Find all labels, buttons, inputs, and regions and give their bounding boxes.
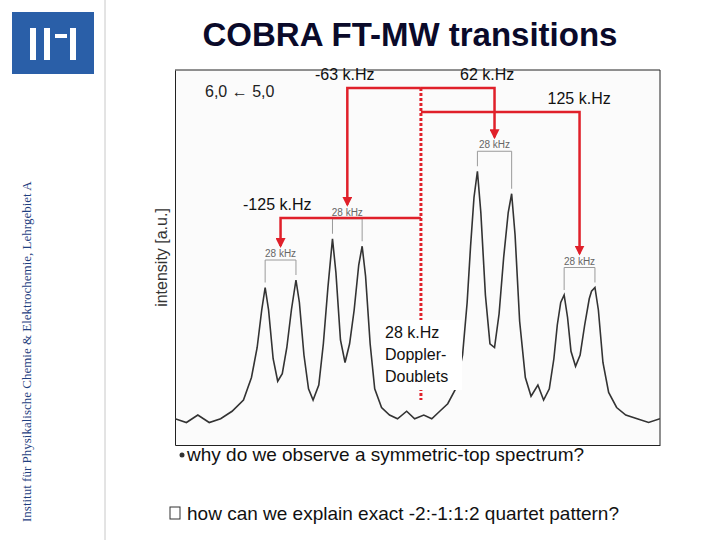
annotation-label: -63 k.Hz — [315, 66, 375, 83]
y-axis — [175, 71, 176, 446]
title: COBRA FT-MW transitions — [203, 16, 618, 53]
annotation-label: 62 k.Hz — [460, 66, 514, 83]
background — [0, 0, 720, 540]
bullet-box — [170, 507, 180, 519]
sidebar-text: Institut für Physikalische Chemie & Elek… — [19, 181, 34, 522]
doublet-label: 28 kHz — [564, 256, 595, 267]
y-axis-title: intensity [a.u.] — [153, 208, 170, 307]
annotations: -63 k.Hz 62 k.Hz 125 k.Hz -125 k.Hz 28 k.Hz D… — [243, 66, 611, 400]
plot-background — [175, 70, 660, 445]
logo — [12, 12, 94, 74]
annotation-label: 125 k.Hz — [548, 90, 611, 107]
doppler-label: Doublets — [385, 368, 448, 385]
doublet-label: 28 kHz — [265, 248, 296, 259]
y-axis-line — [175, 71, 176, 446]
arrow-plus125 — [421, 112, 580, 254]
logo-box — [12, 12, 94, 74]
doublet-bracket — [332, 219, 362, 242]
doppler-box — [380, 320, 462, 390]
question: why do we observe a symmetric-top spectr… — [186, 444, 584, 465]
question: how can we explain exact -2:-1:1:2 quart… — [187, 503, 619, 524]
logo-glyph — [55, 34, 67, 38]
frame-top — [175, 70, 660, 71]
transition-label: 6,0 ← 5,0 — [205, 83, 274, 100]
logo-glyph — [70, 28, 76, 60]
bullet-dot — [180, 453, 185, 458]
doublet-brackets: 28 kHz 28 kHz 28 kHz 28 kHz — [265, 139, 595, 290]
doublet-label: 28 kHz — [332, 207, 363, 218]
doppler-label: Doppler- — [385, 346, 446, 363]
frame-right — [660, 70, 661, 445]
annotation-label: -125 k.Hz — [243, 196, 311, 213]
doublet-bracket — [477, 151, 511, 189]
doublet-bracket — [265, 260, 296, 283]
arrow-minus125 — [281, 218, 421, 246]
logo-glyph — [44, 28, 50, 60]
spectrum-line — [175, 171, 660, 422]
arrow-minus63 — [347, 88, 421, 205]
sidebar-rule — [105, 0, 106, 540]
slide: Institut für Physikalische Chemie & Elek… — [0, 0, 720, 540]
doublet-label: 28 kHz — [479, 139, 510, 150]
doppler-label: 28 k.Hz — [385, 324, 439, 341]
doublet-bracket — [564, 268, 595, 291]
logo-glyph — [30, 28, 36, 60]
plot-marks — [175, 171, 660, 422]
